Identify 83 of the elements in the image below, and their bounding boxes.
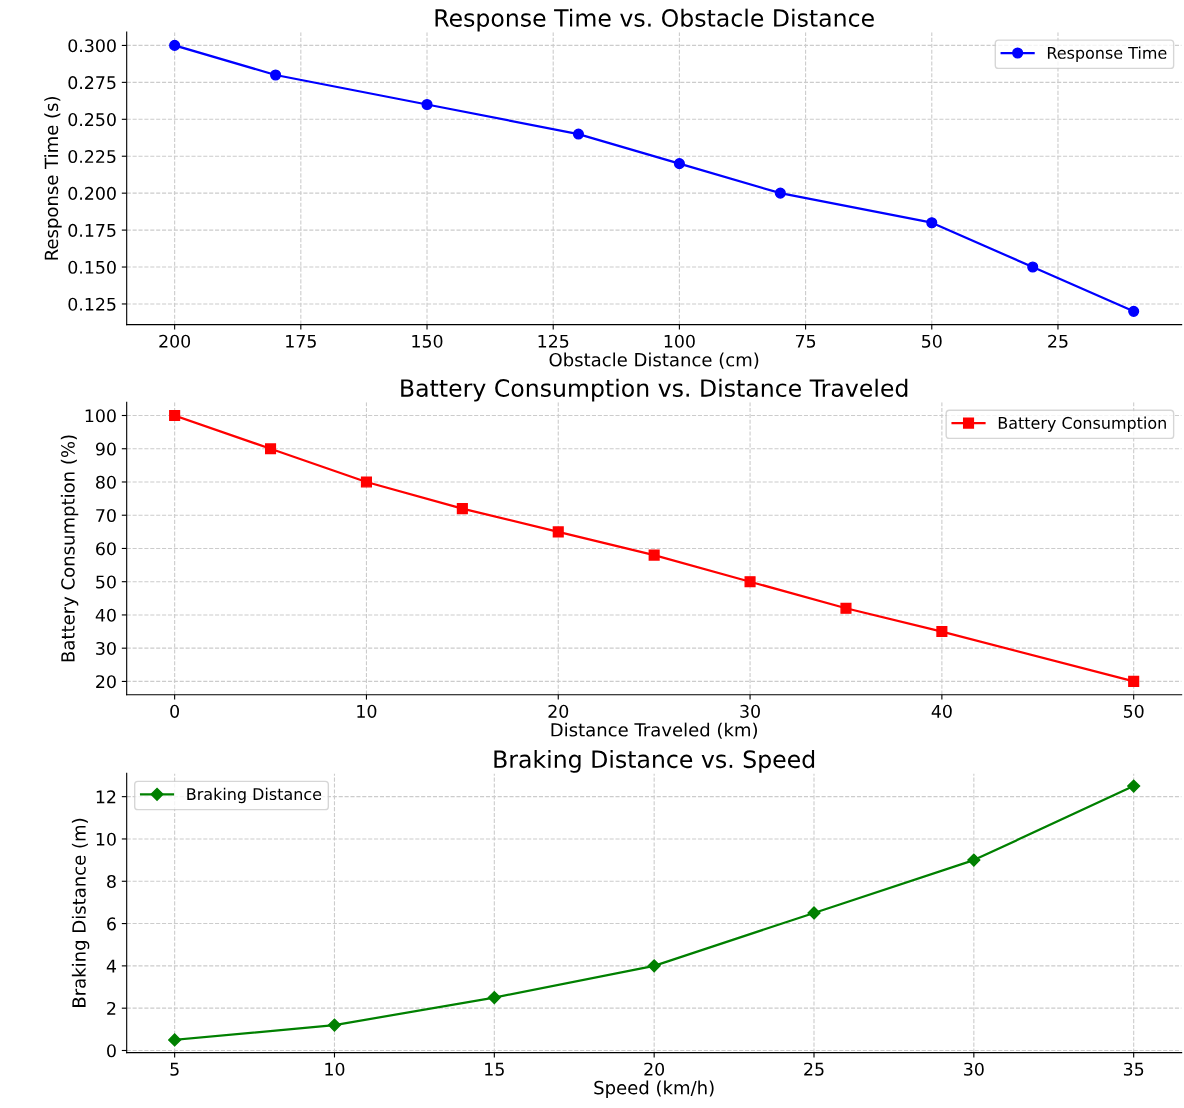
x-tick-label: 200 [159, 334, 191, 348]
y-tick-label: 0.175 [68, 223, 116, 237]
y-tick-label: 90 [95, 442, 116, 456]
point [169, 409, 181, 422]
x-tick-label: 30 [964, 1062, 984, 1076]
x-tick-label: 75 [795, 334, 816, 348]
x-tick-label: 10 [325, 1062, 345, 1076]
x-tick-label: 150 [412, 334, 443, 348]
x-tick-label: 100 [664, 334, 695, 348]
y-tick-label: 0.300 [68, 39, 116, 53]
y-tick-label: 30 [96, 641, 116, 656]
x-tick-label: 20 [644, 1062, 665, 1076]
y-tick-label: 6 [107, 917, 116, 931]
point [774, 187, 786, 199]
point [1128, 675, 1140, 687]
point [926, 217, 938, 229]
point [744, 576, 756, 588]
point [1027, 261, 1039, 273]
x-tick-label: 50 [922, 334, 942, 348]
y-tick-label: 0.225 [68, 149, 116, 164]
x-tick-label: 0 [170, 704, 180, 718]
x-tick-label: 25 [804, 1062, 824, 1076]
x-axis-title: Obstacle Distance (cm) [549, 352, 759, 369]
y-tick-label: 0.275 [68, 76, 116, 90]
point [840, 602, 852, 614]
legend-label: Response Time [1047, 46, 1167, 62]
y-tick-label: 50 [96, 575, 116, 589]
point [807, 906, 821, 920]
x-tick-label: 50 [1123, 704, 1144, 718]
legend-label: Battery Consumption [998, 416, 1166, 433]
y-tick-label: 0.150 [68, 260, 116, 274]
x-tick-label: 30 [740, 704, 760, 718]
y-tick-label: 0.200 [68, 186, 116, 200]
point [572, 128, 585, 140]
y-tick-label: 70 [96, 508, 116, 523]
point [967, 853, 981, 867]
point [1127, 779, 1141, 793]
point [936, 626, 948, 638]
y-axis-title: Response Time (s) [44, 97, 62, 260]
x-axis-title: Speed (km/h) [594, 1080, 714, 1098]
y-tick-label: 12 [96, 790, 116, 804]
point [552, 526, 564, 538]
x-tick-label: 15 [485, 1062, 504, 1076]
point [360, 476, 373, 488]
x-tick-label: 40 [931, 704, 952, 718]
point [456, 503, 468, 515]
y-axis-title: Braking Distance (m) [71, 818, 90, 1007]
point [421, 98, 433, 111]
y-tick-label: 8 [107, 874, 116, 889]
point [647, 959, 661, 973]
point [168, 1033, 182, 1047]
y-tick-label: 60 [96, 542, 116, 556]
chart-title: Response Time vs. Obstacle Distance [435, 8, 874, 32]
chart-title: Battery Consumption vs. Distance Traveled [401, 378, 908, 402]
y-tick-label: 10 [96, 832, 116, 846]
x-tick-label: 20 [548, 704, 569, 718]
y-tick-label: 100 [85, 409, 116, 423]
x-tick-label: 125 [538, 334, 569, 348]
chart-title: Braking Distance vs. Speed [494, 749, 815, 773]
point [487, 991, 501, 1005]
point [1128, 305, 1140, 317]
y-tick-label: 4 [106, 959, 116, 973]
y-tick-label: 40 [95, 608, 116, 622]
point [169, 39, 181, 51]
point [270, 69, 282, 81]
point [648, 549, 660, 561]
point [264, 443, 277, 455]
point [327, 1018, 342, 1032]
x-axis-title: Distance Traveled (km) [551, 722, 758, 739]
x-tick-label: 10 [357, 704, 377, 718]
y-tick-label: 0.250 [68, 113, 116, 127]
x-tick-label: 25 [1048, 334, 1068, 348]
y-tick-label: 0 [107, 1044, 116, 1058]
y-tick-label: 2 [107, 1001, 116, 1015]
x-tick-label: 5 [170, 1062, 179, 1076]
x-tick-label: 175 [286, 334, 316, 348]
x-tick-label: 35 [1123, 1062, 1144, 1076]
y-tick-label: 20 [96, 675, 116, 689]
legend-label: Braking Distance [187, 787, 322, 804]
y-tick-label: 80 [96, 475, 116, 489]
y-axis-title: Battery Consumption (%) [60, 435, 79, 662]
point [673, 158, 685, 170]
y-tick-label: 0.125 [68, 297, 116, 311]
